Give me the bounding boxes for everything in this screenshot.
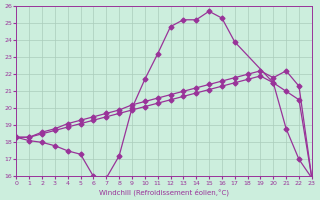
X-axis label: Windchill (Refroidissement éolien,°C): Windchill (Refroidissement éolien,°C) xyxy=(99,188,229,196)
